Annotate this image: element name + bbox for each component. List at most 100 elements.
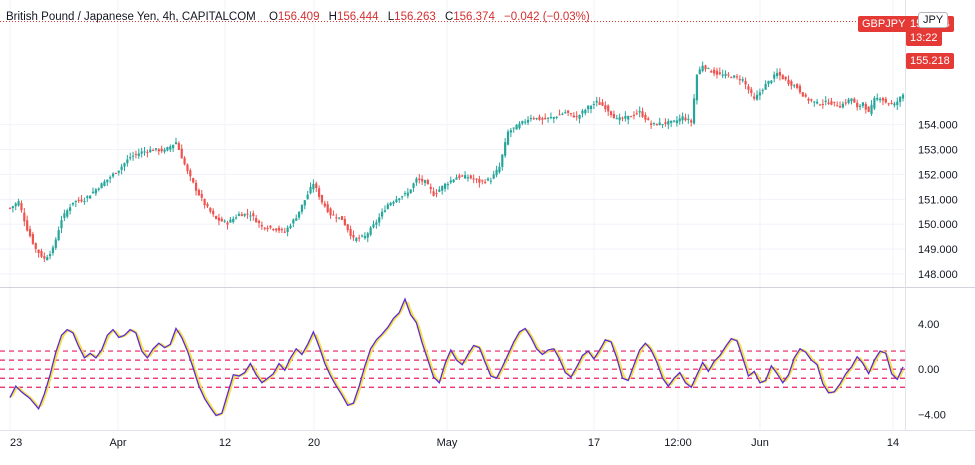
candle-body xyxy=(51,247,55,254)
candle-body xyxy=(389,202,392,206)
candle-body xyxy=(134,153,138,155)
candle-body xyxy=(486,178,490,181)
candle-body xyxy=(896,101,899,106)
open-label: O xyxy=(268,11,278,23)
time-tick-label: 12 xyxy=(219,437,231,449)
candle-body xyxy=(17,201,20,206)
candle-body xyxy=(323,203,326,207)
candle-body xyxy=(655,123,658,126)
candle-body xyxy=(609,111,613,116)
candle-body xyxy=(415,178,418,183)
candle-body xyxy=(315,183,318,188)
candle-body xyxy=(589,106,593,109)
candle-body xyxy=(346,224,349,231)
candle-body xyxy=(255,218,258,223)
candle-body xyxy=(200,193,203,198)
legend-header: British Pound / Japanese Yen, 4h, CAPITA… xyxy=(6,11,590,23)
candle-body xyxy=(71,202,75,205)
chart-grid xyxy=(0,0,905,430)
high-label: H xyxy=(328,11,337,23)
candle-body xyxy=(169,146,172,150)
candle-body xyxy=(452,179,455,183)
candle-body xyxy=(34,243,37,249)
candle-body xyxy=(375,222,378,225)
candle-body xyxy=(146,151,149,153)
oscillator-tick-label: 4.00 xyxy=(918,319,939,331)
price-tick-label: 152.000 xyxy=(918,169,958,181)
candle-body xyxy=(263,227,266,229)
candle-body xyxy=(100,183,103,189)
candle-body xyxy=(286,227,289,232)
candle-body xyxy=(753,96,756,99)
time-tick-label: 12:00 xyxy=(664,437,692,449)
candle-body xyxy=(858,105,862,107)
candle-body xyxy=(670,120,673,123)
price-tick-label: 153.000 xyxy=(918,145,958,157)
candle-body xyxy=(363,236,367,239)
candle-body xyxy=(140,151,143,154)
candle-body xyxy=(512,127,515,129)
candle-body xyxy=(318,188,321,197)
candle-body xyxy=(504,142,507,156)
candle-body xyxy=(526,119,530,123)
candle-body xyxy=(77,199,80,201)
candle-body xyxy=(37,249,40,254)
candle-body xyxy=(443,183,447,189)
candle-body xyxy=(724,73,727,76)
candle-body xyxy=(615,118,618,120)
candle-body xyxy=(807,98,810,101)
candle-body xyxy=(249,215,252,217)
candle-body xyxy=(63,213,66,218)
candle-body xyxy=(392,201,395,204)
candle-body xyxy=(20,203,23,211)
candle-body xyxy=(733,75,736,78)
time-tick-label: Apr xyxy=(109,437,126,449)
candle-body xyxy=(109,177,112,179)
candle-body xyxy=(899,96,902,102)
candle-body xyxy=(821,103,824,105)
candle-body xyxy=(635,113,638,115)
candle-body xyxy=(532,118,535,120)
candle-body xyxy=(418,178,421,180)
candle-body xyxy=(784,76,787,80)
candle-body xyxy=(106,179,109,183)
low-label: L xyxy=(387,11,395,23)
candle-body xyxy=(446,183,450,186)
candle-body xyxy=(581,110,584,114)
low-value: 156.263 xyxy=(394,11,436,23)
candle-body xyxy=(309,187,312,194)
candle-body xyxy=(770,80,773,84)
candle-body xyxy=(552,117,555,119)
candle-body xyxy=(449,180,452,183)
candle-body xyxy=(844,102,847,104)
candle-body xyxy=(111,173,115,177)
candle-body xyxy=(546,117,550,119)
candle-body xyxy=(131,155,135,157)
candle-body xyxy=(292,219,295,224)
candle-body xyxy=(343,219,346,226)
candle-body xyxy=(744,80,747,85)
candle-body xyxy=(707,68,710,70)
candle-body xyxy=(217,217,221,221)
candle-body xyxy=(747,86,750,90)
candle-body xyxy=(86,196,89,198)
candle-body xyxy=(750,89,753,93)
candle-body xyxy=(535,117,538,120)
candle-body xyxy=(612,114,616,119)
candle-body xyxy=(312,183,315,190)
candle-body xyxy=(721,74,724,76)
candle-body xyxy=(403,193,407,195)
candle-body xyxy=(893,103,896,106)
candle-body xyxy=(426,180,429,185)
candle-body xyxy=(764,83,767,90)
currency-button[interactable]: JPY xyxy=(918,12,949,28)
candle-body xyxy=(335,217,338,219)
time-axis: 23 Apr 12 20 May 17 12:00 Jun 14 xyxy=(10,437,899,449)
candle-body xyxy=(718,72,721,75)
candle-body xyxy=(154,148,158,150)
candle-body xyxy=(887,103,890,105)
candle-body xyxy=(813,101,816,103)
candle-body xyxy=(879,98,882,101)
candle-body xyxy=(632,114,636,116)
